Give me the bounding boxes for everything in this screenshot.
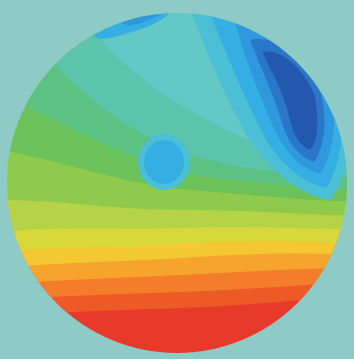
band-17 [262, 51, 318, 150]
band-14-center [144, 140, 184, 184]
band-16-top [120, 13, 160, 26]
